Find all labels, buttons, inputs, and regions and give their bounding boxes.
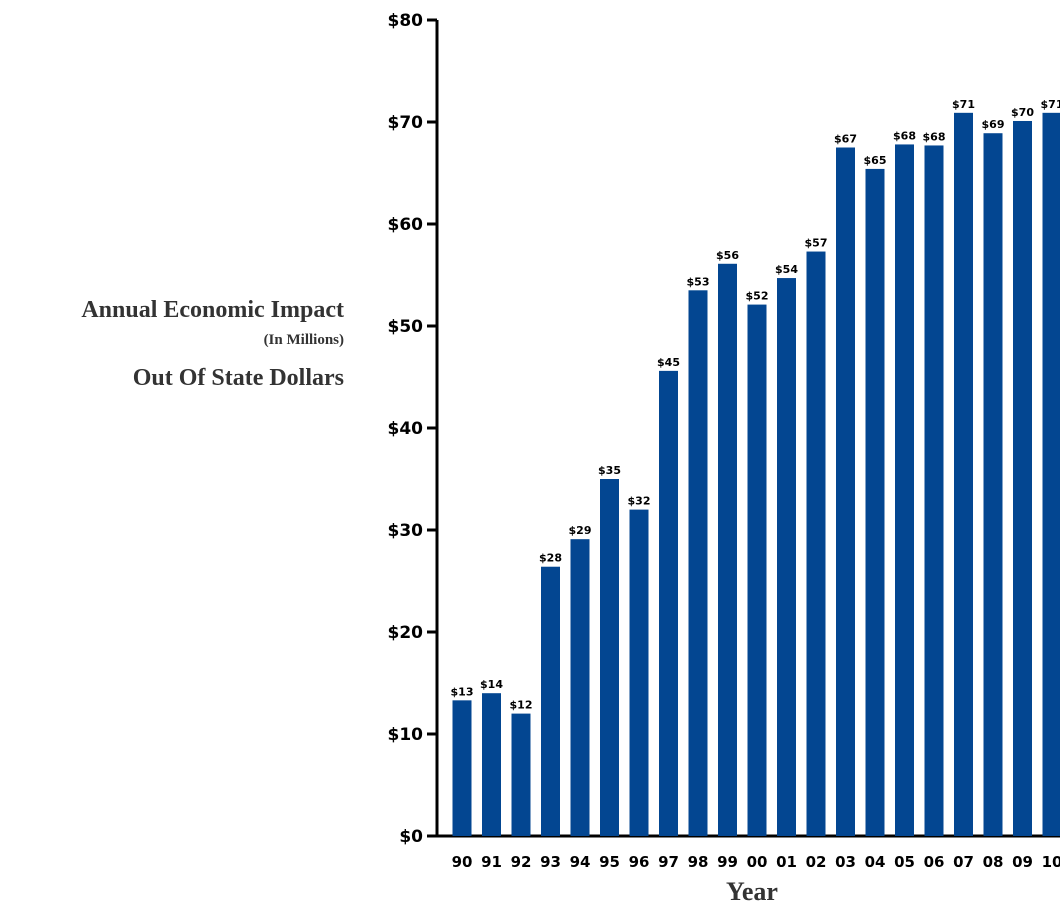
y-tick-label: $30 bbox=[388, 521, 424, 541]
x-tick-label: 91 bbox=[481, 853, 502, 871]
chart-title: Annual Economic Impact bbox=[81, 297, 344, 323]
x-tick-label: 05 bbox=[894, 853, 915, 871]
bar bbox=[806, 251, 826, 837]
chart-unit-note: (In Millions) bbox=[263, 332, 344, 348]
bar-value-label: $56 bbox=[716, 249, 739, 262]
bar bbox=[452, 700, 472, 836]
chart-titles: Annual Economic Impact (In Millions) Out… bbox=[81, 296, 344, 392]
bar bbox=[600, 479, 619, 836]
bar bbox=[895, 144, 914, 836]
bar bbox=[541, 566, 560, 836]
y-tick-label: $50 bbox=[388, 317, 424, 337]
x-tick-label: 03 bbox=[835, 853, 856, 871]
x-tick-label: 00 bbox=[747, 853, 768, 871]
bar bbox=[924, 145, 944, 836]
bar-value-label: $52 bbox=[746, 290, 769, 303]
bar-value-label: $13 bbox=[451, 685, 474, 698]
y-tick-label: $80 bbox=[388, 11, 424, 31]
x-tick-label: 06 bbox=[924, 853, 945, 871]
bar bbox=[718, 263, 737, 836]
y-tick-label: $20 bbox=[388, 623, 424, 643]
bar-value-label: $71 bbox=[1041, 98, 1060, 111]
x-tick-label: 97 bbox=[658, 853, 679, 871]
bar-value-label: $70 bbox=[1011, 106, 1034, 119]
x-tick-label: 07 bbox=[953, 853, 974, 871]
y-tick-label: $40 bbox=[388, 419, 424, 439]
x-tick-label: 10 bbox=[1042, 853, 1060, 871]
x-tick-label: 04 bbox=[865, 853, 886, 871]
bar bbox=[954, 112, 973, 836]
bar-value-label: $32 bbox=[628, 495, 651, 508]
y-tick-label: $10 bbox=[388, 725, 424, 745]
bar-value-label: $14 bbox=[480, 678, 503, 691]
bar-value-label: $29 bbox=[569, 524, 592, 537]
x-tick-label: 94 bbox=[570, 853, 591, 871]
bar bbox=[836, 147, 855, 836]
bar bbox=[1042, 112, 1060, 836]
bar-value-label: $65 bbox=[864, 154, 887, 167]
bar bbox=[865, 168, 885, 837]
bar-value-label: $28 bbox=[539, 552, 562, 565]
x-tick-label: 93 bbox=[540, 853, 561, 871]
bar-value-label: $69 bbox=[982, 118, 1005, 131]
bar-value-label: $71 bbox=[952, 98, 975, 111]
x-tick-label: 09 bbox=[1012, 853, 1033, 871]
bar bbox=[688, 290, 708, 836]
y-tick-label: $70 bbox=[388, 113, 424, 133]
bar-value-label: $12 bbox=[510, 699, 533, 712]
bar bbox=[1013, 120, 1032, 837]
bar bbox=[629, 509, 649, 836]
bar-value-label: $53 bbox=[687, 275, 710, 288]
x-tick-label: 92 bbox=[511, 853, 532, 871]
x-tick-label: 96 bbox=[629, 853, 650, 871]
x-tick-label: 08 bbox=[983, 853, 1004, 871]
bar bbox=[570, 539, 590, 836]
bar-value-label: $57 bbox=[805, 237, 828, 250]
x-tick-label: 01 bbox=[776, 853, 797, 871]
bar-value-label: $68 bbox=[893, 129, 916, 142]
bar bbox=[983, 133, 1003, 837]
bar bbox=[511, 713, 531, 836]
bar-value-label: $67 bbox=[834, 133, 857, 146]
bar-value-label: $54 bbox=[775, 263, 798, 276]
x-axis-title: Year bbox=[726, 877, 778, 906]
y-tick-label: $60 bbox=[388, 215, 424, 235]
bar-value-label: $35 bbox=[598, 464, 621, 477]
x-tick-label: 95 bbox=[599, 853, 620, 871]
x-tick-label: 98 bbox=[688, 853, 709, 871]
bar bbox=[747, 304, 767, 837]
bar-value-label: $45 bbox=[657, 356, 680, 369]
chart-subtitle: Out Of State Dollars bbox=[132, 365, 344, 391]
x-tick-label: 90 bbox=[452, 853, 473, 871]
y-tick-label: $0 bbox=[399, 827, 423, 847]
bar bbox=[777, 278, 796, 836]
bar bbox=[482, 693, 501, 836]
x-tick-label: 02 bbox=[806, 853, 827, 871]
x-tick-label: 99 bbox=[717, 853, 738, 871]
bar bbox=[659, 370, 678, 836]
bar-value-label: $68 bbox=[923, 130, 946, 143]
